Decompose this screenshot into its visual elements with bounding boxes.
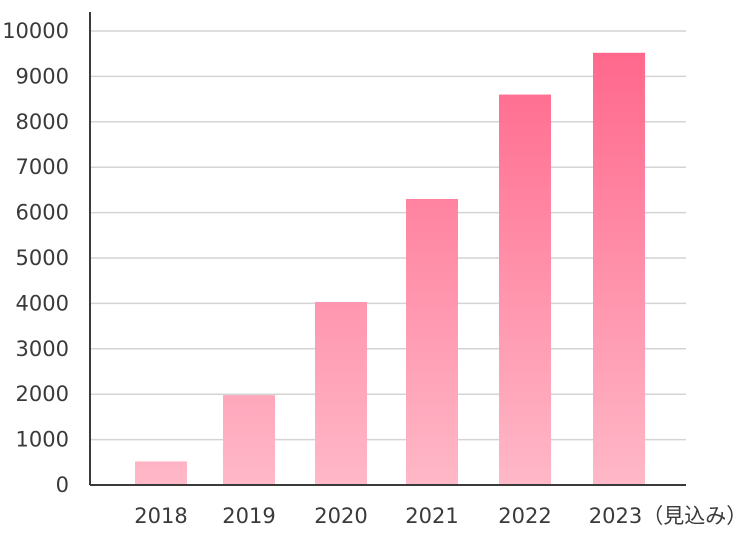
y-tick-label: 6000: [16, 201, 69, 225]
y-tick-label: 8000: [16, 110, 69, 134]
bar-0: [135, 461, 187, 485]
bar-5: [593, 52, 645, 486]
y-tick-label: 9000: [16, 64, 69, 88]
y-tick-label: 5000: [16, 246, 69, 270]
y-tick-label: 2000: [16, 382, 69, 406]
y-tick-label: 3000: [16, 337, 69, 361]
x-tick-label: 2023（見込み）: [589, 504, 747, 528]
x-tick-labels: 2018 2019 2020 2021 2022 2023（見込み）: [134, 504, 747, 528]
bars: [135, 52, 645, 486]
axes: [89, 12, 686, 486]
grid-lines: [90, 30, 686, 441]
y-tick-label: 0: [56, 473, 69, 497]
x-tick-label: 2022: [498, 504, 551, 528]
y-tick-label: 7000: [16, 155, 69, 179]
y-tick-label: 4000: [16, 291, 69, 315]
y-tick-labels: 0 1000 2000 3000 4000 5000 6000 7000 8000 9000 100…: [2, 19, 69, 497]
x-tick-label: 2018: [134, 504, 187, 528]
bar-3: [406, 198, 458, 486]
y-tick-label: 1000: [16, 428, 69, 452]
bar-4: [499, 94, 551, 485]
x-tick-label: 2019: [222, 504, 275, 528]
y-tick-label: 10000: [2, 19, 69, 43]
bar-2: [315, 302, 367, 485]
bar-1: [223, 395, 275, 485]
x-tick-label: 2021: [405, 504, 458, 528]
x-tick-label: 2020: [314, 504, 367, 528]
